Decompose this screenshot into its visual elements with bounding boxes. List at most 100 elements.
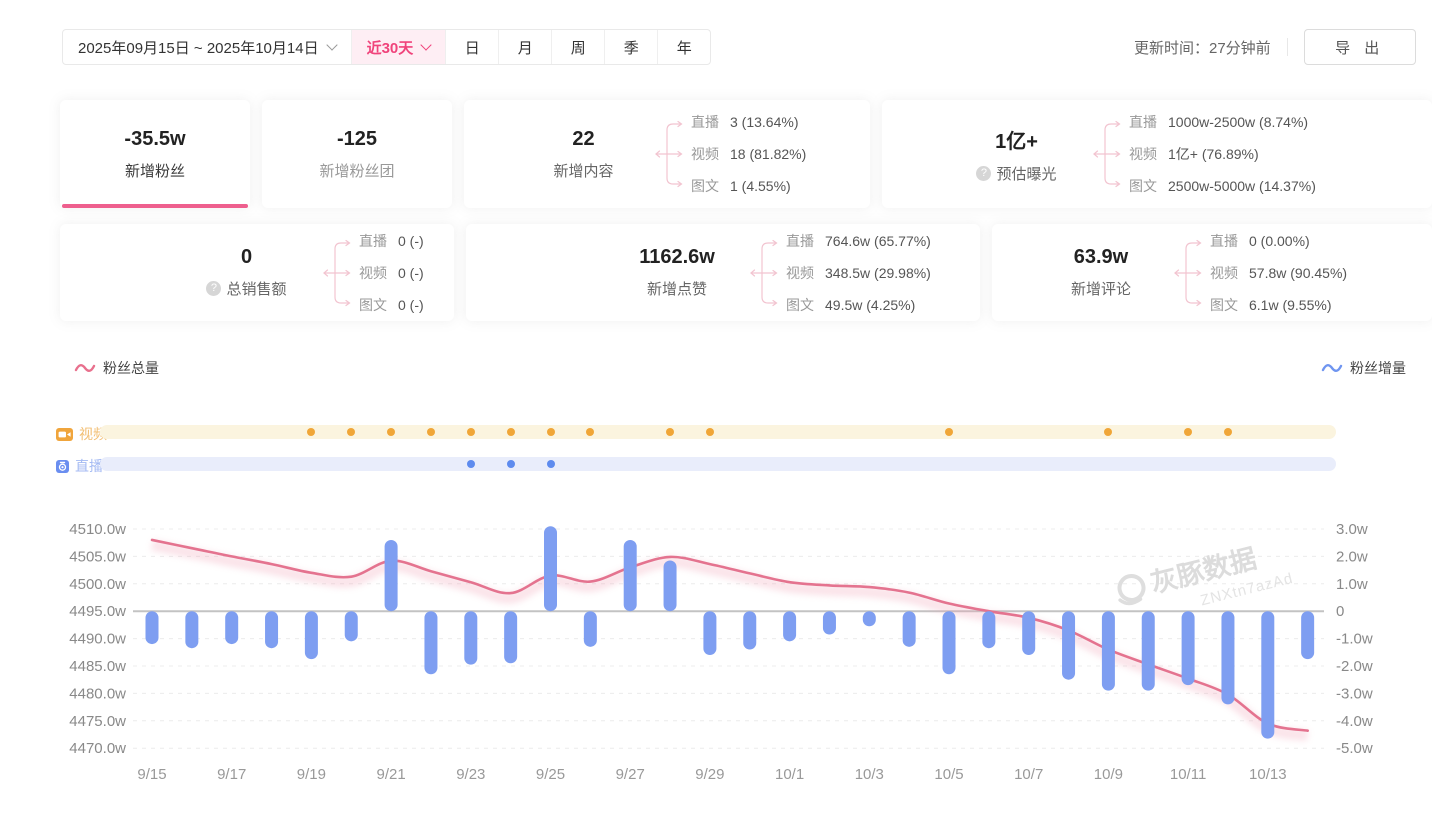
video-marker-dot[interactable] (1104, 428, 1113, 436)
stat-value: 63.9w (1073, 246, 1129, 268)
delta-bar[interactable] (1101, 611, 1115, 691)
legend-fans-delta[interactable]: 粉丝增量 (1321, 358, 1406, 378)
breakdown-name: 图文 (786, 296, 814, 313)
live-icon (56, 459, 69, 473)
fans-trend-chart[interactable]: 4510.0w 3.0w 4505.0w 2.0w 4500.0w 1.0w 4495.0w… (0, 498, 1432, 813)
breakdown-value: 49.5w (4.25%) (825, 296, 916, 313)
stat-card-new-comments[interactable]: 63.9w 新增评论 直播 0 (0.00%) 视频 57.8w (90.45%) 图文… (992, 224, 1432, 321)
live-marker-band[interactable] (100, 457, 1336, 471)
delta-bar[interactable] (663, 560, 677, 612)
live-marker-dot[interactable] (506, 460, 515, 468)
stat-value: 0 (240, 246, 253, 268)
breakdown-name: 视频 (1210, 264, 1238, 281)
delta-bar[interactable] (145, 611, 159, 645)
delta-bar[interactable] (982, 611, 996, 649)
stat-card-new-fans[interactable]: -35.5w 新增粉丝 (60, 100, 250, 208)
delta-bar[interactable] (304, 611, 318, 660)
svg-text:9/29: 9/29 (695, 766, 724, 783)
delta-bar[interactable] (1261, 611, 1275, 739)
breakdown-value: 6.1w (9.55%) (1249, 296, 1332, 313)
live-marker-dot[interactable] (546, 460, 555, 468)
breakdown-name: 直播 (1129, 114, 1157, 130)
delta-bar[interactable] (703, 611, 717, 656)
period-tab-week[interactable]: 周 (551, 30, 604, 64)
svg-text:-2.0w: -2.0w (1336, 658, 1373, 675)
live-row-text: 直播 (75, 458, 103, 474)
delta-bar[interactable] (344, 611, 358, 642)
legend-fans-total[interactable]: 粉丝总量 (74, 358, 159, 378)
stat-card-total-sales[interactable]: 0 ? 总销售额 直播 0 (-) 视频 0 (-) 图文 0 (-) (60, 224, 454, 321)
delta-bar[interactable] (1301, 611, 1315, 660)
stat-card-new-fanclub[interactable]: -125 新增粉丝团 (262, 100, 452, 208)
delta-bar[interactable] (504, 611, 518, 664)
date-range-picker[interactable]: 2025年09月15日 ~ 2025年10月14日 (63, 30, 351, 64)
breakdown-name: 直播 (786, 232, 814, 249)
delta-bar[interactable] (942, 611, 956, 675)
date-range-text: 2025年09月15日 ~ 2025年10月14日 (78, 39, 319, 57)
video-marker-dot[interactable] (1184, 428, 1193, 436)
delta-bar[interactable] (225, 611, 239, 645)
date-controls: 2025年09月15日 ~ 2025年10月14日 近30天 日 月 周 季 年 (62, 29, 712, 65)
breakdown-value: 1 (4.55%) (730, 178, 791, 194)
delta-bar[interactable] (464, 611, 478, 665)
video-marker-dot[interactable] (347, 428, 356, 436)
breakdown-row: 图文 1 (4.55%) (691, 176, 806, 196)
fans-delta-bars[interactable] (145, 526, 1315, 739)
stat-card-new-content[interactable]: 22 新增内容 直播 3 (13.64%) 视频 18 (81.82%) 图文 1 (4.… (464, 100, 870, 208)
delta-bar[interactable] (623, 539, 637, 612)
export-button[interactable]: 导 出 (1303, 29, 1416, 65)
video-marker-dot[interactable] (705, 428, 714, 436)
breakdown-row: 视频 57.8w (90.45%) (1210, 263, 1347, 283)
period-tab-year[interactable]: 年 (657, 30, 710, 64)
video-marker-dot[interactable] (586, 428, 595, 436)
breakdown-name: 直播 (359, 232, 387, 249)
delta-bar[interactable] (783, 611, 797, 642)
video-marker-dot[interactable] (307, 428, 316, 436)
delta-bar[interactable] (822, 611, 836, 635)
stat-card-new-likes[interactable]: 1162.6w 新增点赞 直播 764.6w (65.77%) 视频 348.5w (… (466, 224, 980, 321)
delta-bar[interactable] (185, 611, 199, 649)
svg-text:4505.0w: 4505.0w (69, 548, 126, 565)
svg-text:9/25: 9/25 (536, 766, 565, 783)
breakdown-name: 直播 (1210, 232, 1238, 249)
delta-bar[interactable] (1141, 611, 1155, 691)
fans-total-line[interactable] (150, 538, 1309, 742)
period-tab-month[interactable]: 月 (498, 30, 551, 64)
delta-bar[interactable] (384, 539, 398, 612)
period-tab-quarter[interactable]: 季 (604, 30, 657, 64)
delta-bar[interactable] (1062, 611, 1076, 680)
svg-text:-3.0w: -3.0w (1336, 685, 1373, 702)
delta-bar[interactable] (1181, 611, 1195, 686)
delta-bar[interactable] (265, 611, 279, 649)
breakdown-name: 视频 (786, 264, 814, 281)
quick-range-selector[interactable]: 近30天 (350, 30, 446, 64)
stat-breakdown: 直播 764.6w (65.77%) 视频 348.5w (29.98%) 图文 49.5… (786, 231, 931, 315)
live-marker-dot[interactable] (466, 460, 475, 468)
video-marker-dot[interactable] (1223, 428, 1232, 436)
delta-bar[interactable] (862, 611, 876, 627)
delta-bar[interactable] (1022, 611, 1036, 656)
breakdown-row: 视频 348.5w (29.98%) (786, 263, 931, 283)
video-marker-dot[interactable] (387, 428, 396, 436)
help-icon[interactable]: ? (976, 165, 992, 181)
delta-bar[interactable] (1221, 611, 1235, 705)
delta-bar[interactable] (743, 611, 757, 650)
video-marker-band[interactable] (100, 425, 1336, 439)
delta-bar[interactable] (424, 611, 438, 675)
breakdown-name: 图文 (691, 178, 719, 194)
help-icon[interactable]: ? (206, 281, 222, 296)
video-marker-dot[interactable] (666, 428, 675, 436)
breakdown-value: 2500w-5000w (14.37%) (1168, 178, 1316, 194)
svg-text:1.0w: 1.0w (1336, 576, 1368, 593)
stat-card-estimated-exposure[interactable]: 1亿+ ? 预估曝光 直播 1000w-2500w (8.74%) 视频 1亿+ (7… (882, 100, 1432, 208)
delta-bar[interactable] (583, 611, 597, 647)
video-marker-dot[interactable] (466, 428, 475, 436)
delta-bar[interactable] (902, 611, 916, 647)
video-marker-dot[interactable] (546, 428, 555, 436)
delta-bar[interactable] (544, 526, 557, 612)
video-marker-dot[interactable] (426, 428, 435, 436)
svg-text:10/3: 10/3 (855, 766, 884, 783)
period-tab-day[interactable]: 日 (445, 30, 498, 64)
video-marker-dot[interactable] (945, 428, 953, 436)
video-marker-dot[interactable] (506, 428, 515, 436)
